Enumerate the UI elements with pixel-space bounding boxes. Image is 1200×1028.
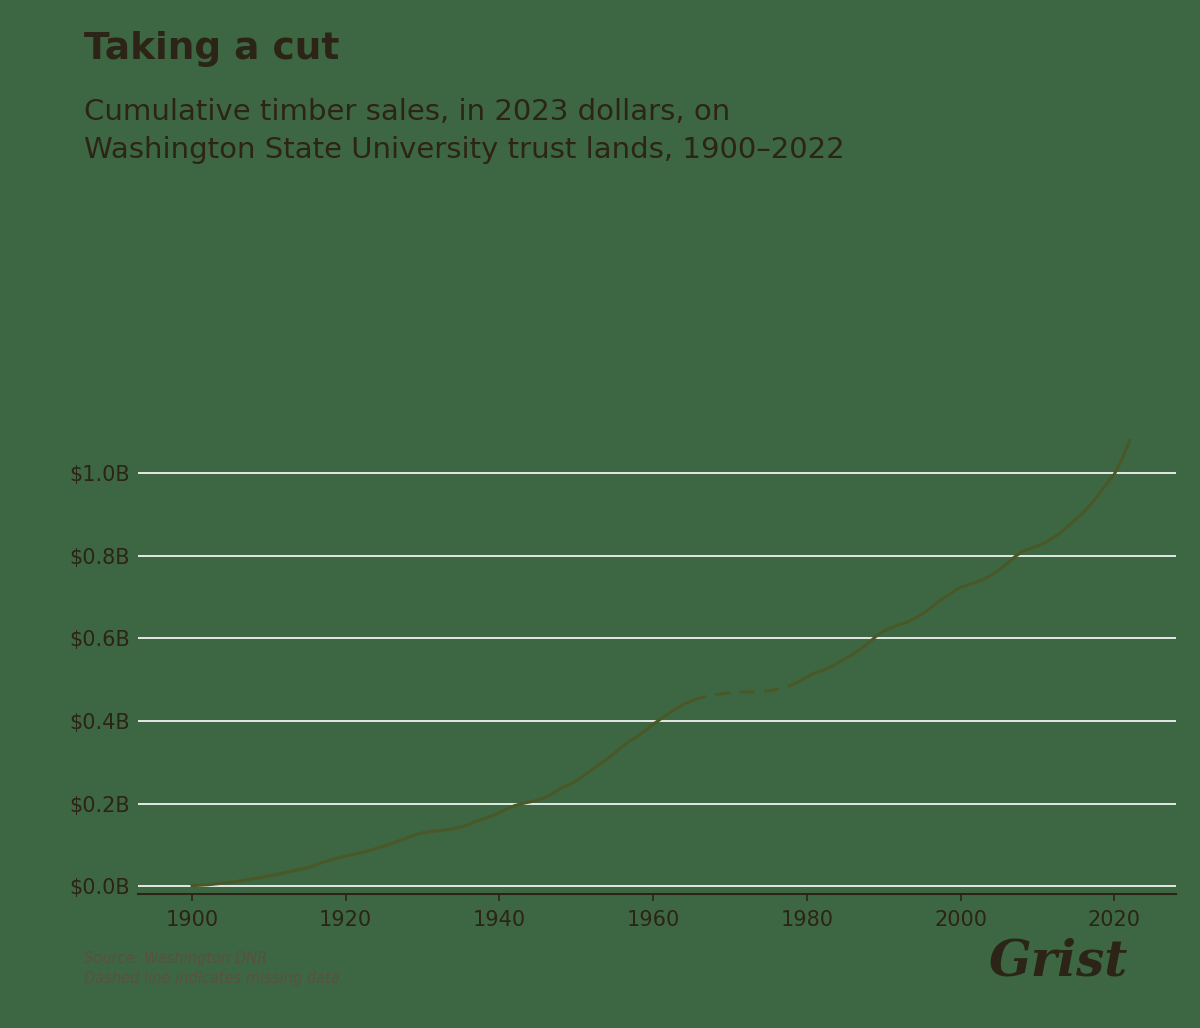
Text: Grist: Grist (989, 938, 1128, 987)
Text: Source: Washington DNR: Source: Washington DNR (84, 951, 268, 966)
Text: Taking a cut: Taking a cut (84, 31, 340, 67)
Text: Cumulative timber sales, in 2023 dollars, on
Washington State University trust l: Cumulative timber sales, in 2023 dollars… (84, 98, 845, 163)
Text: Dashed line indicates missing data.: Dashed line indicates missing data. (84, 971, 344, 987)
